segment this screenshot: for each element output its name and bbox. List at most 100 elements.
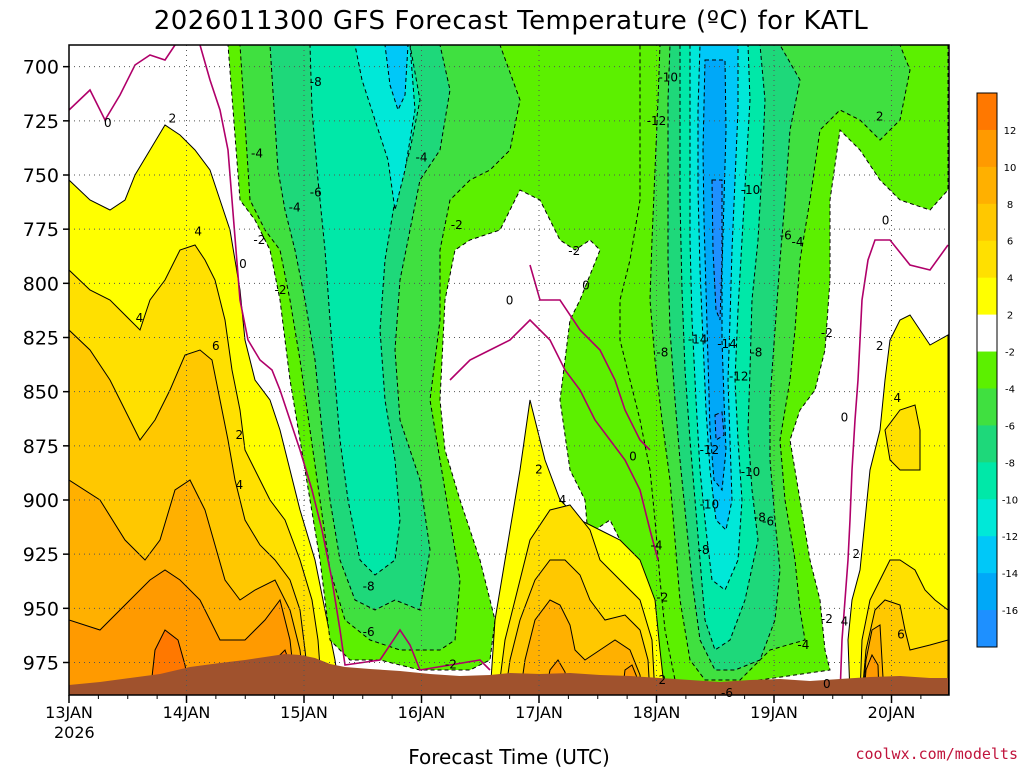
contour-label: -6 (762, 515, 774, 529)
colorbar-label: -6 (1005, 421, 1015, 432)
x-tick-label: 17JAN (515, 703, 563, 722)
x-tick-label: 18JAN (633, 703, 681, 722)
zero-contours (69, 45, 949, 695)
contour-label: -8 (310, 75, 322, 89)
contour-label: -10 (700, 497, 720, 511)
x-tick-label: 16JAN (398, 703, 446, 722)
colorbar-label: -8 (1005, 458, 1015, 469)
contour-label: -2 (821, 326, 833, 340)
contour-label: 0 (823, 677, 831, 691)
contour-label: -6 (310, 185, 322, 199)
contour-label: 0 (841, 411, 849, 425)
contour-label: -10 (741, 183, 761, 197)
colorbar-swatch (977, 462, 997, 500)
contour-label: 4 (136, 311, 144, 325)
contour-label: 0 (582, 279, 590, 293)
contour-label: -8 (698, 543, 710, 557)
y-tick-label: 900 (23, 490, 59, 512)
colorbar-swatch (977, 536, 997, 574)
cold-region-2-m16 (711, 179, 725, 441)
contour-label: -8 (750, 346, 762, 360)
contour-label: 4 (894, 391, 902, 405)
y-tick-label: 725 (23, 111, 59, 133)
terrain-ground (69, 654, 948, 695)
colorbar-border (976, 92, 998, 648)
contour-label: -4 (797, 638, 809, 652)
contour-label: -2 (656, 591, 668, 605)
y-tick-label: 800 (23, 273, 59, 295)
contour-label: -12 (700, 443, 720, 457)
x-tick-label: 19JAN (750, 703, 798, 722)
contour-label: 2 (169, 112, 177, 126)
contour-label: -4 (651, 539, 663, 553)
contour-label: 6 (212, 339, 220, 353)
contour-label: -4 (416, 151, 428, 165)
x-axis: 13JAN 14JAN 15JAN 16JAN 17JAN 18JAN 19JAN 20JAN (45, 695, 922, 722)
contour-label: -4 (289, 201, 301, 215)
colorbar-swatch (977, 314, 997, 353)
contour-label: -8 (363, 580, 375, 594)
colorbar-swatch (977, 388, 997, 426)
contour-label: -8 (754, 510, 766, 524)
y-tick-label: 700 (23, 57, 59, 79)
contour-label: 2 (659, 673, 667, 687)
colorbar: 12 10 8 6 4 2 -2 -4 -6 -8 -10 -12 -14 -16 (976, 92, 1018, 648)
contour-label: -4 (792, 235, 804, 249)
contour-label: 2 (236, 428, 244, 442)
contour-label: -2 (253, 233, 265, 247)
contour-label: 0 (629, 450, 637, 464)
contour-label: 4 (194, 224, 202, 238)
contour-label: -6 (363, 625, 375, 639)
plot-area (69, 45, 949, 695)
x-tick-label: 14JAN (163, 703, 211, 722)
contour-label: 4 (236, 478, 244, 492)
contour-label: -6 (721, 686, 733, 700)
contour-label: -6 (780, 229, 792, 243)
chart-title: 2026011300 GFS Forecast Temperature (ºC)… (154, 6, 869, 36)
plot-border (68, 44, 950, 696)
contour-label: 0 (104, 116, 112, 130)
contour-label: -8 (656, 346, 668, 360)
y-tick-label: 825 (23, 328, 59, 350)
colorbar-label: -10 (1002, 495, 1018, 506)
contour-label: -2 (275, 283, 287, 297)
y-axis: 700 725 750 775 800 825 850 875 900 925 950 975 (23, 57, 69, 675)
x-axis-label: Forecast Time (UTC) (408, 745, 610, 768)
contour-label: -12 (729, 370, 749, 384)
contour-label: 2 (876, 339, 884, 353)
colorbar-label: 6 (1007, 237, 1013, 248)
y-tick-label: 750 (23, 165, 59, 187)
contour-label: -10 (741, 465, 761, 479)
contour-label: -14 (688, 333, 708, 347)
x-tick-label: 15JAN (280, 703, 328, 722)
colorbar-swatch (977, 573, 997, 611)
warm-region-right-6 (861, 599, 949, 695)
colorbar-label: 4 (1007, 274, 1013, 285)
contour-label: -2 (445, 658, 457, 672)
y-tick-label: 850 (23, 382, 59, 404)
colorbar-swatch (977, 610, 997, 648)
colorbar-swatch (977, 351, 997, 389)
colorbar-label: 12 (1004, 126, 1017, 137)
contour-label: -2 (568, 244, 580, 258)
x-tick-label: 20JAN (868, 703, 916, 722)
contour-label: -14 (717, 337, 737, 351)
contour-label: 2 (852, 547, 860, 561)
contour-label: 4 (841, 614, 849, 628)
colorbar-label: -12 (1002, 532, 1018, 543)
contour-label: -4 (251, 146, 263, 160)
contour-label: -2 (451, 218, 463, 232)
credit-text: coolwx.com/modelts (855, 745, 1018, 763)
colorbar-swatch (977, 166, 997, 205)
contour-label: 0 (882, 214, 890, 228)
contour-label: -2 (821, 612, 833, 626)
colorbar-swatch (977, 240, 997, 279)
contour-label: 0 (506, 294, 514, 308)
colorbar-swatch (977, 129, 997, 168)
y-tick-label: 775 (23, 219, 59, 241)
colorbar-swatch (977, 93, 997, 131)
contour-label: 2 (876, 110, 884, 124)
y-tick-label: 950 (23, 598, 59, 620)
colorbar-label: 8 (1007, 200, 1013, 211)
